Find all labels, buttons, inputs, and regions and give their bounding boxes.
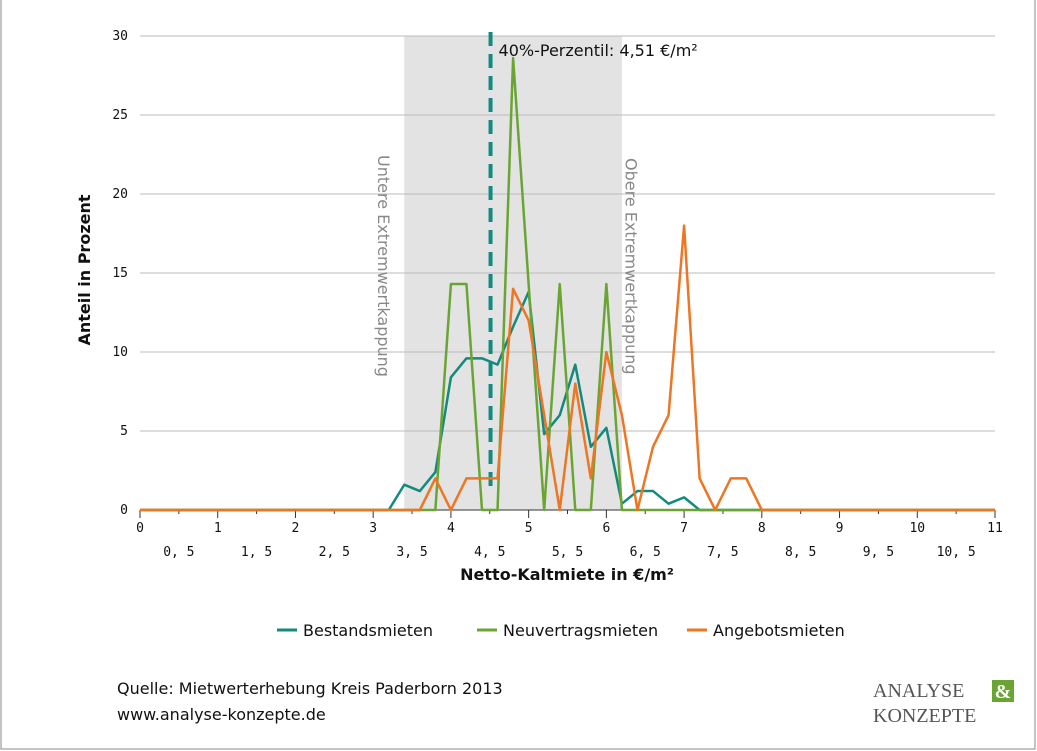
logo-box [992,680,1014,702]
legend-label: Bestandsmieten [303,621,433,640]
y-tick-label: 5 [120,424,128,439]
x-tick-label: 5 [525,521,533,536]
x-tick-label: 3, 5 [396,545,427,560]
series-line [140,224,995,512]
y-tick-label: 15 [112,266,128,281]
x-tick-label: 11 [987,521,1003,536]
x-tick-label: 5, 5 [552,545,583,560]
x-tick-label: 8 [758,521,766,536]
x-tick-label: 7 [680,521,688,536]
x-tick-label: 0 [136,521,144,536]
y-tick-label: 25 [112,108,128,123]
legend-label: Neuvertragsmieten [503,621,658,640]
percentile-label: 40%-Perzentil: 4,51 €/m² [499,41,698,60]
x-tick-label: 10 [909,521,925,536]
y-tick-label: 30 [112,29,128,44]
x-tick-label: 6 [602,521,610,536]
y-tick-label: 20 [112,187,128,202]
band-label: Untere Extremwertkappung [374,155,393,377]
x-tick-label: 2, 5 [319,545,350,560]
x-tick-label: 7, 5 [707,545,738,560]
x-tick-label: 10, 5 [937,545,976,560]
logo-amp: & [995,681,1012,703]
logo-text: KONZEPTE [873,705,976,727]
x-tick-label: 1 [214,521,222,536]
x-tick-label: 8, 5 [785,545,816,560]
x-tick-label: 0, 5 [163,545,194,560]
y-tick-label: 10 [112,345,128,360]
series-line [140,56,995,512]
url: www.analyse-konzepte.de [117,705,326,724]
x-tick-label: 9, 5 [863,545,894,560]
legend-label: Angebotsmieten [713,621,845,640]
x-axis-label: Netto-Kaltmiete in €/m² [460,565,674,584]
y-axis-label: Anteil in Prozent [75,194,94,345]
x-tick-label: 4, 5 [474,545,505,560]
y-tick-label: 0 [120,503,128,518]
logo-text: ANALYSE [873,680,964,702]
x-tick-label: 4 [447,521,455,536]
x-tick-label: 1, 5 [241,545,272,560]
source: Quelle: Mietwerterhebung Kreis Paderborn… [117,679,503,698]
x-tick-label: 2 [292,521,300,536]
x-tick-label: 6, 5 [630,545,661,560]
x-tick-label: 9 [836,521,844,536]
band-label: Obere Extremwertkappung [621,158,640,375]
x-tick-label: 3 [369,521,377,536]
